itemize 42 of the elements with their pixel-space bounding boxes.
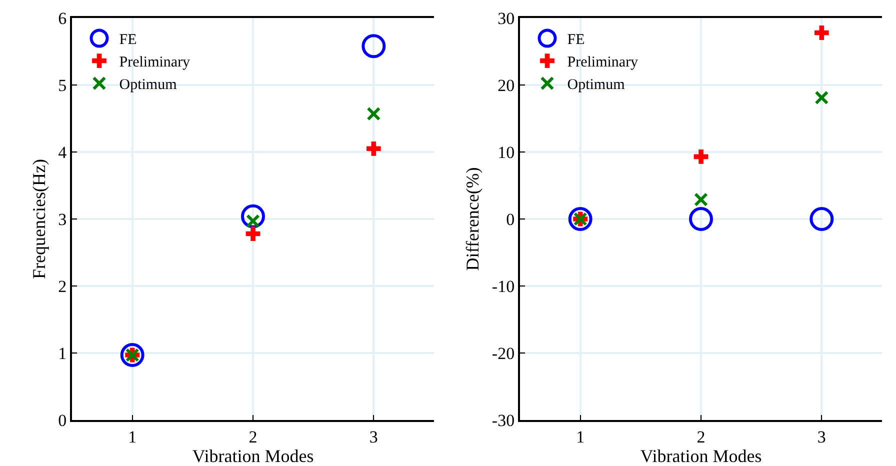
point [810,207,834,231]
point [694,149,708,164]
x-tick-label: 3 [369,427,378,446]
point [689,207,713,231]
point [814,90,829,105]
y-tick-label: 30 [498,8,515,28]
legend-label: Optimum [567,77,626,94]
x-tick-label: 1 [128,427,137,446]
y-axis-title: Frequencies(Hz) [28,159,49,279]
legend-label: FE [567,32,585,48]
y-tick-label: 20 [498,76,515,95]
legend-label: Preliminary [119,54,191,71]
y-tick-label: -20 [492,344,515,363]
point [366,106,381,121]
y-tick-label: 0 [506,210,515,229]
legend-label: Preliminary [567,54,639,71]
x-tick-label: 2 [696,427,706,446]
point [362,34,386,58]
y-tick-label: -30 [492,410,515,430]
y-tick-label: 1 [58,344,67,363]
point [814,26,829,40]
point [694,192,708,207]
legend-label: FE [119,32,137,48]
legend-label: Optimum [119,77,178,94]
x-tick-label: 3 [817,427,826,446]
point [568,207,592,231]
point [120,343,144,367]
y-tick-label: -10 [492,276,515,296]
y-tick-label: 3 [58,210,67,229]
y-tick-label: 6 [58,8,67,28]
x-tick-label: 1 [576,427,585,446]
point [366,141,381,156]
y-tick-label: 10 [498,142,515,162]
point [246,226,260,241]
y-axis-title: Difference(%) [462,167,483,271]
x-tick-label: 2 [248,427,258,446]
y-tick-label: 4 [58,142,68,162]
x-axis-title: Vibration Modes [192,446,314,466]
x-axis-title: Vibration Modes [640,446,762,466]
y-tick-label: 5 [58,76,67,95]
y-tick-label: 0 [58,410,67,430]
y-tick-label: 2 [58,276,67,296]
